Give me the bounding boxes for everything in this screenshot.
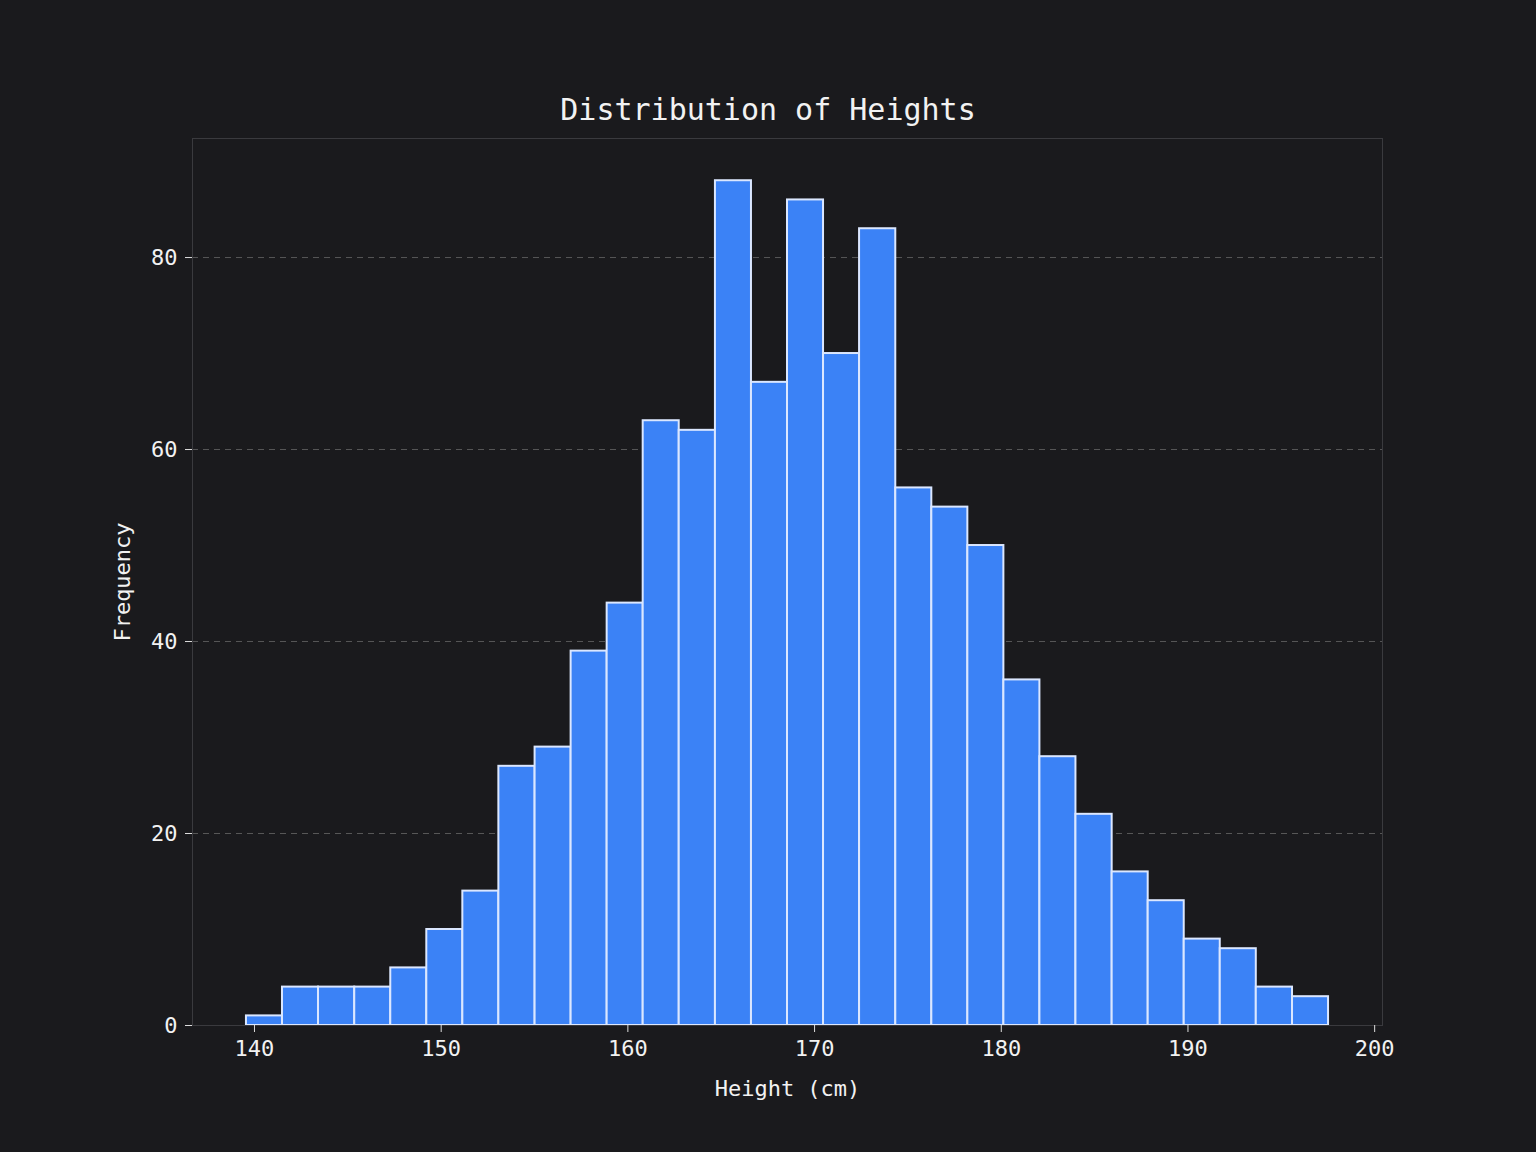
svg-text:170: 170 bbox=[795, 1036, 835, 1061]
svg-text:150: 150 bbox=[421, 1036, 461, 1061]
svg-text:0: 0 bbox=[164, 1013, 177, 1038]
svg-text:Height (cm): Height (cm) bbox=[715, 1076, 861, 1101]
svg-text:140: 140 bbox=[235, 1036, 275, 1061]
svg-text:60: 60 bbox=[151, 437, 178, 462]
svg-text:80: 80 bbox=[151, 245, 178, 270]
svg-text:180: 180 bbox=[981, 1036, 1021, 1061]
svg-text:160: 160 bbox=[608, 1036, 648, 1061]
svg-text:20: 20 bbox=[151, 821, 178, 846]
svg-text:Frequency: Frequency bbox=[110, 522, 135, 641]
html-text:Distribution of Heights: Distribution of Heights bbox=[560, 92, 976, 127]
svg-text:40: 40 bbox=[151, 629, 178, 654]
svg-text:190: 190 bbox=[1168, 1036, 1208, 1061]
svg-text:200: 200 bbox=[1355, 1036, 1395, 1061]
